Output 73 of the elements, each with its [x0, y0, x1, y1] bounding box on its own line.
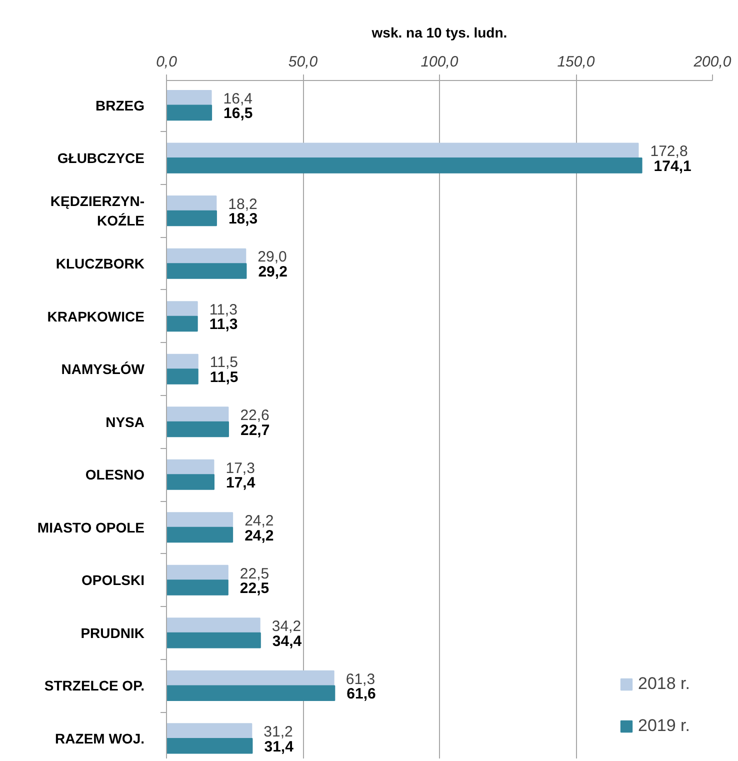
legend-label: 2018 r. — [638, 674, 690, 694]
bar — [166, 301, 198, 317]
bar — [166, 142, 639, 159]
x-tick-label: 100,0 — [420, 54, 459, 70]
data-label: 34,2 — [272, 618, 302, 636]
data-label: 11,3 — [209, 316, 238, 334]
data-label: 172,8 — [650, 143, 688, 160]
x-tick-label: 150,0 — [557, 54, 596, 70]
data-label: 31,4 — [264, 738, 294, 756]
data-label: 29,0 — [258, 248, 287, 266]
data-label: 22,5 — [240, 580, 270, 598]
bar — [166, 618, 260, 634]
y-tick-label: STRZELCE OP. — [44, 678, 144, 694]
data-label: 22,7 — [240, 422, 270, 439]
bar — [166, 564, 228, 581]
bar — [166, 421, 229, 438]
data-label: 174,1 — [654, 158, 692, 175]
data-label: 11,5 — [210, 354, 238, 372]
data-label: 34,4 — [272, 632, 302, 650]
data-label: 31,2 — [264, 724, 293, 741]
y-tick-label: KLUCZBORK — [56, 256, 144, 272]
data-label: 61,3 — [346, 670, 376, 688]
legend-label: 2019 r. — [638, 716, 690, 736]
bar — [166, 263, 247, 279]
data-label: 17,3 — [226, 460, 255, 477]
bar — [166, 723, 252, 739]
y-tick-label: BRZEG — [96, 97, 145, 114]
bar — [166, 474, 214, 490]
bar — [166, 685, 336, 701]
y-tick-label: KĘDZIERZYN-KOŹLE — [50, 193, 145, 228]
y-tick-label: OLESNO — [85, 466, 145, 483]
x-tick-label: 0,0 — [156, 54, 178, 70]
bar — [166, 512, 234, 528]
y-tick-label: MIASTO OPOLE — [37, 519, 145, 536]
bar — [166, 158, 642, 174]
data-label: 22,5 — [240, 565, 270, 582]
data-label: 24,2 — [244, 527, 274, 544]
data-label: 11,5 — [210, 369, 238, 386]
data-label: 16,5 — [224, 105, 253, 122]
bar — [166, 196, 217, 212]
data-label: 17,4 — [226, 474, 256, 492]
data-label: 18,3 — [228, 210, 258, 228]
data-label: 61,6 — [346, 686, 376, 703]
data-label: 24,2 — [244, 512, 274, 530]
y-tick-label: NAMYSŁÓW — [61, 361, 146, 378]
y-tick-label: RAZEM WOJ. — [55, 730, 145, 746]
x-axis-title: wsk. na 10 tys. ludn. — [370, 24, 508, 40]
bar — [166, 354, 198, 370]
y-tick-label: PRUDNIK — [80, 624, 144, 641]
data-label: 18,2 — [228, 196, 258, 213]
bar — [166, 210, 217, 226]
bar — [166, 670, 334, 686]
bar — [166, 104, 212, 121]
x-tick-label: 200,0 — [692, 54, 732, 70]
y-tick-label: GŁUBCZYCE — [57, 150, 145, 166]
x-tick-label: 50,0 — [288, 54, 318, 70]
bar — [166, 580, 228, 596]
y-tick-label: KRAPKOWICE — [47, 308, 145, 324]
bar — [166, 632, 261, 648]
data-label: 29,2 — [258, 263, 288, 280]
bar — [166, 248, 246, 264]
y-tick-label: NYSA — [106, 414, 145, 430]
bar — [166, 526, 234, 543]
data-label: 11,3 — [209, 301, 238, 318]
bar — [166, 406, 229, 422]
data-label: 22,6 — [240, 406, 270, 424]
y-tick-label: OPOLSKI — [81, 572, 145, 588]
bar — [166, 316, 198, 332]
bar — [166, 459, 214, 476]
data-label: 16,4 — [223, 90, 252, 108]
bar — [166, 738, 253, 754]
bar — [166, 368, 198, 384]
bar — [166, 90, 212, 106]
